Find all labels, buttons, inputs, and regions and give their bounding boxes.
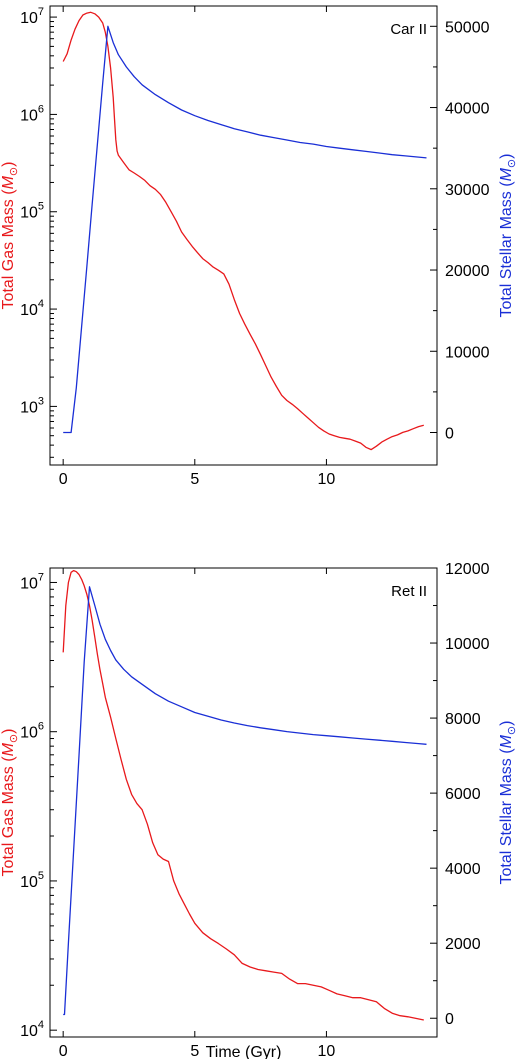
y-right-axis-label: Total Stellar Mass (M⊙)	[498, 154, 518, 318]
y-left-tick-label: 105	[20, 201, 44, 222]
y-right-tick-label: 4000	[445, 861, 481, 878]
panel-label: Ret II	[391, 583, 427, 600]
y-right-axis-label: Total Stellar Mass (M⊙)	[498, 721, 518, 885]
y-right-tick-label: 50000	[445, 19, 490, 36]
y-left-tick-base: 10	[20, 205, 38, 222]
x-tick-label: 10	[318, 471, 336, 488]
gas-mass-line	[62, 11, 424, 451]
y-right-tick-label: 8000	[445, 711, 481, 728]
y-right-tick-label: 20000	[445, 263, 490, 280]
plot-frame	[49, 567, 438, 1038]
y-left-tick-exponent: 4	[38, 1019, 44, 1031]
y-left-tick-label: 106	[20, 721, 44, 742]
x-tick-label: 5	[190, 1043, 199, 1059]
y-left-tick-label: 105	[20, 870, 44, 891]
y-left-tick-label: 104	[20, 298, 44, 319]
y-left-tick-label: 104	[20, 1019, 44, 1040]
stellar-mass-line	[63, 25, 427, 434]
y-left-tick-base: 10	[20, 107, 38, 124]
y-left-tick-base: 10	[20, 399, 38, 416]
x-tick-label: 0	[59, 1043, 68, 1059]
y-left-tick-exponent: 6	[38, 721, 44, 733]
x-tick-label: 0	[59, 471, 68, 488]
y-right-tick-label: 2000	[445, 936, 481, 953]
y-left-tick-base: 10	[20, 10, 38, 27]
y-left-tick-label: 107	[20, 571, 44, 592]
panel-car-ii: 0 5 10103104105106107010000200003000040000…	[0, 5, 518, 488]
y-right-tick-label: 0	[445, 1011, 454, 1028]
y-left-tick-base: 10	[20, 575, 38, 592]
y-right-tick-label: 30000	[445, 182, 490, 199]
y-left-tick-exponent: 4	[38, 298, 44, 310]
y-right-tick-label: 0	[445, 426, 454, 443]
plot-frame	[49, 5, 438, 466]
y-left-tick-exponent: 7	[38, 6, 44, 18]
y-right-tick-label: 10000	[445, 636, 490, 653]
panel-label: Car II	[390, 21, 427, 38]
panel-ret-ii: 0 5 10104105106107020004000600080001000012…	[0, 561, 518, 1059]
y-left-tick-base: 10	[20, 874, 38, 891]
y-left-tick-exponent: 5	[38, 201, 44, 213]
y-left-tick-exponent: 3	[38, 395, 44, 407]
y-left-tick-exponent: 6	[38, 103, 44, 115]
stellar-mass-line	[63, 586, 427, 1016]
y-left-tick-base: 10	[20, 725, 38, 742]
gas-mass-line	[62, 569, 424, 1021]
y-left-axis-label: Total Gas Mass (M⊙)	[0, 729, 20, 877]
y-left-tick-base: 10	[20, 1023, 38, 1040]
y-left-tick-exponent: 5	[38, 870, 44, 882]
x-axis-label: Time (Gyr)	[206, 1044, 282, 1059]
x-tick-label: 5	[190, 471, 199, 488]
y-right-tick-label: 40000	[445, 101, 490, 118]
x-tick-label: 10	[318, 1043, 336, 1059]
y-left-tick-exponent: 7	[38, 571, 44, 583]
y-right-tick-label: 10000	[445, 344, 490, 361]
y-right-tick-label: 12000	[445, 561, 490, 578]
y-left-tick-label: 107	[20, 6, 44, 27]
y-left-axis-label: Total Gas Mass (M⊙)	[0, 162, 20, 310]
y-right-tick-label: 6000	[445, 786, 481, 803]
y-left-tick-label: 106	[20, 103, 44, 124]
y-left-tick-base: 10	[20, 302, 38, 319]
y-left-tick-label: 103	[20, 395, 44, 416]
